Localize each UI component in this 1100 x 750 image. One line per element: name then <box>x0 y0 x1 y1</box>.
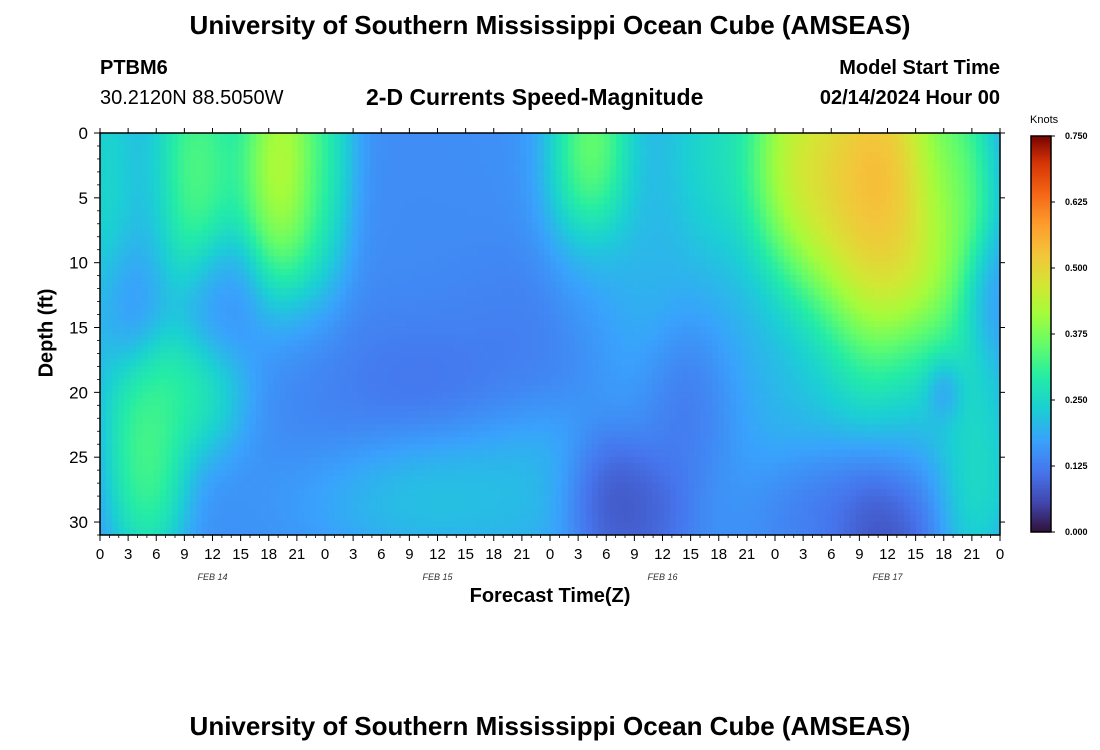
y-tick-label: 0 <box>79 124 88 143</box>
y-axis-label: Depth (ft) <box>35 288 58 378</box>
x-tick-label: 21 <box>739 546 756 563</box>
colorbar-frame <box>1030 135 1052 533</box>
x-tick-label: 9 <box>630 546 638 563</box>
date-label: FEB 15 <box>422 572 453 582</box>
date-label: FEB 14 <box>197 572 227 582</box>
colorbar-tick-label: 0.500 <box>1065 263 1088 273</box>
x-tick-label: 0 <box>96 546 104 563</box>
y-tick-label: 15 <box>69 319 88 338</box>
heatmap-canvas <box>100 133 1000 535</box>
date-label: FEB 16 <box>647 572 677 582</box>
colorbar-tick-label: 0.375 <box>1065 329 1088 339</box>
x-tick-label: 6 <box>377 546 385 563</box>
x-tick-label: 0 <box>546 546 554 563</box>
colorbar-tick-label: 0.625 <box>1065 197 1088 207</box>
x-tick-label: 18 <box>710 546 727 563</box>
x-tick-label: 9 <box>180 546 188 563</box>
x-tick-label: 21 <box>289 546 306 563</box>
colorbar-tick-label: 0.250 <box>1065 395 1088 405</box>
page-title: University of Southern Mississippi Ocean… <box>189 10 911 40</box>
x-tick-label: 15 <box>682 546 699 563</box>
x-tick-label: 21 <box>514 546 531 563</box>
x-tick-label: 12 <box>879 546 896 563</box>
model-start-value: 02/14/2024 Hour 00 <box>819 87 1000 109</box>
station-id: PTBM6 <box>100 57 168 79</box>
colorbar-tick-label: 0.125 <box>1065 461 1088 471</box>
x-tick-label: 12 <box>654 546 671 563</box>
x-tick-label: 0 <box>996 546 1004 563</box>
plot-frame <box>99 132 1001 536</box>
chart-subtitle: 2-D Currents Speed-Magnitude <box>366 84 704 110</box>
x-tick-label: 12 <box>429 546 446 563</box>
x-tick-label: 18 <box>935 546 952 563</box>
x-tick-label: 6 <box>602 546 610 563</box>
x-tick-label: 6 <box>827 546 835 563</box>
station-location: 30.2120N 88.5050W <box>100 87 284 109</box>
y-tick-label: 10 <box>69 254 88 273</box>
y-tick-label: 5 <box>79 189 88 208</box>
x-tick-label: 21 <box>964 546 981 563</box>
y-tick-label: 30 <box>69 513 88 532</box>
x-tick-label: 9 <box>855 546 863 563</box>
x-tick-label: 15 <box>457 546 474 563</box>
x-tick-label: 3 <box>574 546 582 563</box>
x-tick-label: 15 <box>907 546 924 563</box>
footer-title: University of Southern Mississippi Ocean… <box>189 711 911 741</box>
x-tick-label: 6 <box>152 546 160 563</box>
x-tick-label: 0 <box>321 546 329 563</box>
x-tick-label: 15 <box>232 546 249 563</box>
y-tick-label: 25 <box>69 448 88 467</box>
date-label: FEB 17 <box>872 572 903 582</box>
x-tick-label: 12 <box>204 546 221 563</box>
x-tick-label: 3 <box>799 546 807 563</box>
x-tick-label: 0 <box>771 546 779 563</box>
x-tick-label: 9 <box>405 546 413 563</box>
x-tick-label: 3 <box>349 546 357 563</box>
colorbar-tick-label: 0.750 <box>1065 131 1088 141</box>
colorbar-unit: Knots <box>1030 114 1059 126</box>
colorbar-tick-label: 0.000 <box>1065 527 1088 537</box>
y-tick-label: 20 <box>69 383 88 402</box>
colorbar-gradient <box>1031 136 1051 532</box>
x-tick-label: 18 <box>260 546 277 563</box>
x-axis-label: Forecast Time(Z) <box>469 585 631 607</box>
x-tick-label: 3 <box>124 546 132 563</box>
x-tick-label: 18 <box>485 546 502 563</box>
model-start-label: Model Start Time <box>839 57 1000 79</box>
